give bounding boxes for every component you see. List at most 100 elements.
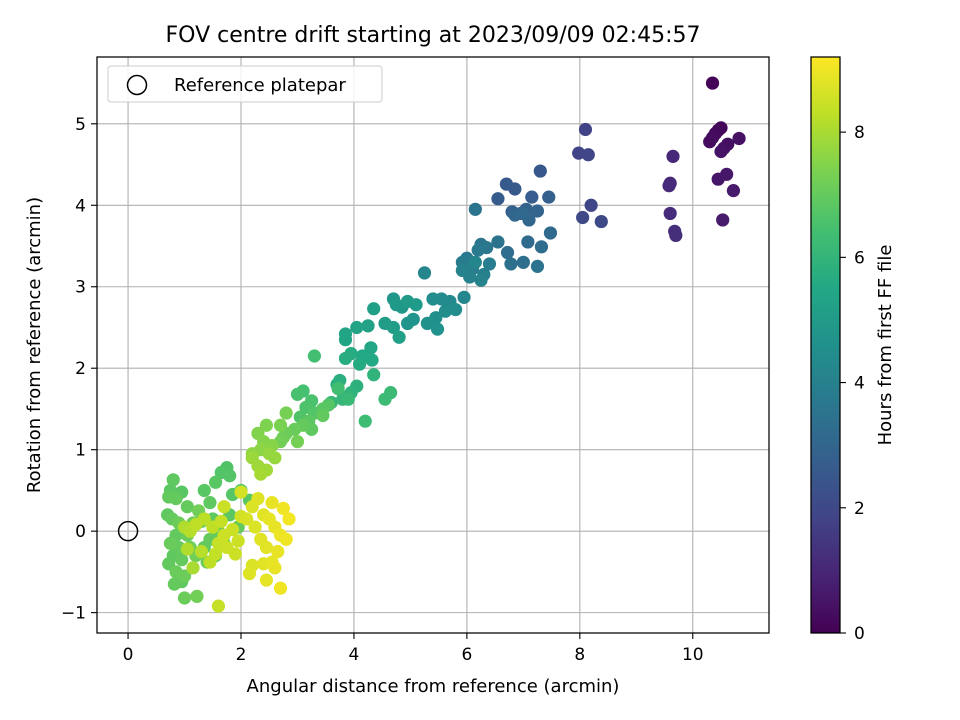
legend-marker-icon — [126, 74, 148, 96]
data-point — [364, 341, 378, 355]
data-point — [669, 228, 683, 243]
data-point — [457, 290, 471, 304]
data-point — [358, 414, 372, 428]
colorbar-ticks: 0 2 4 6 8 — [840, 123, 865, 644]
y-tick-label: −1 — [61, 604, 86, 624]
y-tick-label: 4 — [75, 196, 86, 216]
data-point — [180, 500, 194, 514]
data-point — [438, 304, 453, 318]
data-point — [203, 496, 217, 510]
x-tick-label: 6 — [461, 645, 472, 665]
data-point — [482, 257, 497, 271]
data-point — [430, 322, 445, 336]
data-point — [720, 167, 734, 181]
reference-marker — [117, 520, 139, 542]
data-point — [468, 255, 482, 269]
data-point — [581, 148, 595, 162]
data-point — [331, 381, 345, 396]
data-point — [386, 320, 401, 335]
colorbar-label: Hours from first FF file — [875, 245, 896, 446]
data-point — [290, 387, 305, 401]
data-point — [265, 496, 279, 510]
data-point — [234, 485, 248, 499]
data-point — [365, 353, 379, 367]
legend-label: Reference platepar — [174, 75, 346, 96]
y-axis-ticks: −1 0 1 2 3 4 5 — [61, 115, 97, 624]
data-point — [350, 320, 364, 335]
data-point — [409, 298, 423, 312]
x-axis-label: Angular distance from reference (arcmin) — [247, 676, 620, 697]
data-point — [530, 204, 545, 218]
data-point — [180, 542, 194, 556]
data-point — [543, 226, 558, 240]
x-tick-label: 8 — [574, 645, 585, 665]
data-point — [166, 473, 180, 487]
colorbar-tick-label: 0 — [854, 624, 865, 644]
data-point — [367, 302, 381, 316]
data-point — [177, 569, 192, 583]
colorbar — [810, 56, 841, 634]
data-point — [389, 298, 403, 312]
data-point — [732, 131, 746, 146]
data-point — [231, 534, 245, 548]
data-point — [276, 501, 290, 515]
data-point — [504, 257, 518, 271]
data-point — [662, 179, 676, 193]
data-point — [217, 500, 231, 514]
data-point — [307, 349, 322, 363]
data-point — [251, 491, 265, 506]
data-point — [194, 544, 209, 559]
data-point — [271, 544, 285, 559]
y-tick-label: 3 — [75, 278, 86, 298]
data-point — [341, 392, 355, 406]
x-axis-ticks: 0 2 4 6 8 10 — [123, 633, 704, 665]
data-point — [186, 561, 200, 575]
x-tick-label: 10 — [682, 645, 704, 665]
data-point — [455, 263, 469, 278]
scatter-points — [160, 76, 746, 613]
data-point — [703, 135, 717, 149]
data-point — [594, 214, 608, 229]
data-point — [268, 451, 282, 465]
legend-box — [107, 65, 383, 103]
data-point — [259, 540, 274, 555]
data-point — [378, 392, 392, 406]
data-point — [500, 245, 515, 260]
data-point — [217, 528, 231, 542]
data-point — [491, 235, 505, 249]
y-tick-label: 1 — [75, 441, 86, 461]
data-point — [352, 357, 367, 371]
data-point — [474, 273, 488, 287]
data-point — [290, 434, 305, 449]
data-point — [516, 255, 530, 269]
data-point — [392, 330, 406, 344]
data-point — [468, 202, 482, 216]
data-point — [471, 243, 485, 257]
y-tick-label: 5 — [75, 115, 86, 135]
data-point — [663, 206, 677, 221]
data-point — [361, 319, 375, 333]
data-point — [417, 266, 432, 280]
plot-frame — [96, 56, 770, 634]
y-axis-label: Rotation from reference (arcmin) — [24, 197, 45, 493]
data-point — [214, 514, 228, 528]
data-point — [534, 240, 549, 254]
colorbar-tick-label: 2 — [854, 499, 865, 519]
data-point — [223, 469, 237, 483]
data-point — [426, 292, 440, 306]
data-point — [177, 591, 192, 605]
data-point — [666, 149, 680, 163]
data-point — [167, 577, 181, 591]
data-point — [533, 164, 547, 178]
data-point — [282, 512, 296, 526]
x-tick-label: 0 — [123, 645, 134, 665]
data-point — [240, 512, 254, 526]
data-point — [259, 418, 274, 432]
data-point — [542, 190, 556, 204]
data-point — [705, 76, 720, 90]
data-point — [584, 198, 598, 212]
data-point — [448, 302, 463, 317]
data-point — [400, 316, 415, 331]
chart-title: FOV centre drift starting at 2023/09/09 … — [166, 23, 701, 48]
